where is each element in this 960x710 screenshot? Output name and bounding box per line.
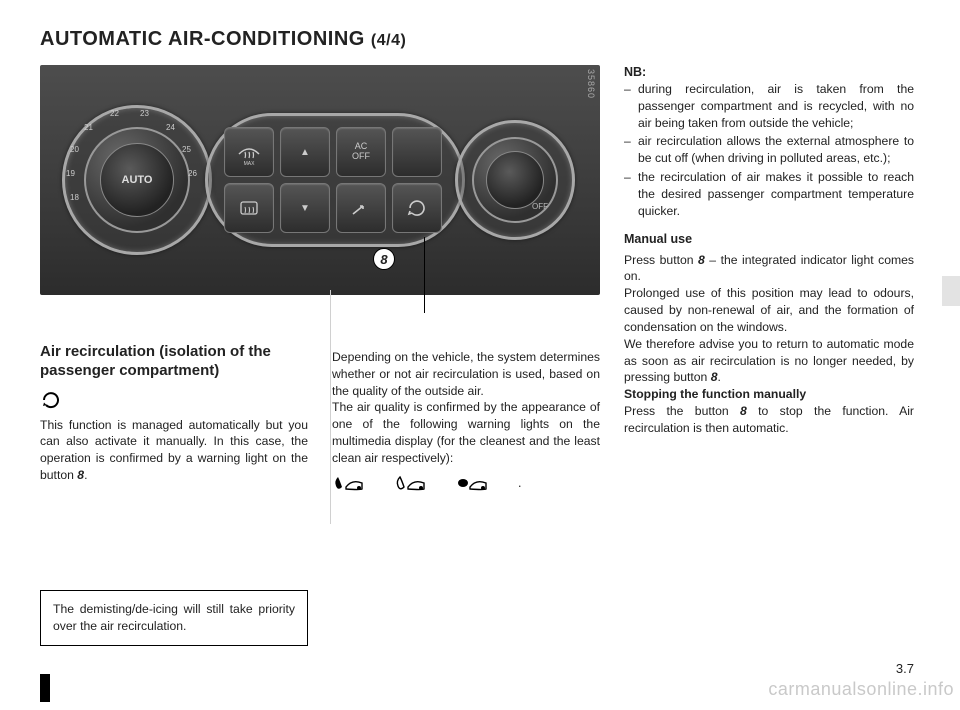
- ac-off-button: AC OFF: [336, 127, 386, 177]
- stop-function-heading: Stopping the function manually: [624, 387, 806, 401]
- title-main: AUTOMATIC AIR-CONDITIONING: [40, 28, 365, 50]
- climate-control-panel-image: 35860 AUTO 18 19 20 21 22 23 24 25 26: [40, 65, 600, 295]
- temperature-dial: AUTO: [84, 127, 190, 233]
- callout-number-8: 8: [373, 248, 395, 270]
- rear-defrost-button: [224, 183, 274, 233]
- callout-leader-line: [424, 237, 425, 313]
- temp-mark: 22: [110, 109, 119, 118]
- nb-item: during recirculation, air is taken from …: [624, 81, 914, 131]
- recirculation-symbol-icon: [40, 389, 62, 411]
- side-grey-tab: [942, 276, 960, 306]
- subsection-middle: Depending on the vehicle, the system det…: [332, 343, 600, 493]
- icons-trailing-dot: .: [518, 476, 521, 490]
- temp-mark: 19: [66, 169, 75, 178]
- temp-down-button: ▼: [280, 183, 330, 233]
- manual-paragraph-1: Press button 8 – the integrated indica­t…: [624, 252, 914, 286]
- center-button-grid: MAX ▲ AC OFF ▼: [224, 127, 442, 233]
- air-quality-medium-icon: [394, 473, 428, 493]
- blank-button: [392, 127, 442, 177]
- mid-paragraph-a: Depending on the vehicle, the system det…: [332, 349, 600, 399]
- image-ref-number: 35860: [586, 69, 596, 99]
- temp-mark: 26: [188, 169, 197, 178]
- left-column: 35860 AUTO 18 19 20 21 22 23 24 25 26: [40, 65, 600, 493]
- nb-list: during recirculation, air is taken from …: [624, 81, 914, 220]
- air-quality-clean-icon: [332, 473, 366, 493]
- column-divider: [330, 290, 331, 524]
- airflow-direction-button: [336, 183, 386, 233]
- priority-note-box: The demisting/de-icing will still take p…: [40, 590, 308, 646]
- title-sub: (4/4): [371, 32, 406, 49]
- manual-paragraph-2: Prolonged use of this position may lead …: [624, 285, 914, 335]
- temp-mark: 25: [182, 145, 191, 154]
- air-quality-polluted-icon: [456, 473, 490, 493]
- page-title: AUTOMATIC AIR-CONDITIONING (4/4): [40, 28, 920, 51]
- section-paragraph: This function is managed automatically b…: [40, 417, 308, 484]
- nb-item: the recirculation of air makes it pos­si…: [624, 169, 914, 219]
- windshield-defrost-icon: MAX: [235, 138, 263, 166]
- rear-defrost-icon: [236, 195, 262, 221]
- stop-function-block: Stopping the function manually Press the…: [624, 386, 914, 436]
- watermark-text: carmanualsonline.info: [768, 679, 954, 700]
- temp-mark: 18: [70, 193, 79, 202]
- temp-up-button: ▲: [280, 127, 330, 177]
- fan-off-label: OFF: [532, 202, 548, 211]
- mid-paragraph-b: The air quality is confirmed by the ap­p…: [332, 399, 600, 466]
- airflow-icon: [349, 196, 373, 220]
- manual-page: AUTOMATIC AIR-CONDITIONING (4/4) 35860 A…: [0, 0, 960, 710]
- air-quality-icons-row: .: [332, 473, 600, 493]
- right-column: NB: during recirculation, air is taken f…: [624, 65, 914, 493]
- section-heading: Air recirculation (isolation of the pass…: [40, 343, 308, 381]
- svg-text:MAX: MAX: [244, 161, 256, 166]
- fan-speed-dial: OFF: [472, 137, 558, 223]
- nb-item: air recirculation allows the external at…: [624, 133, 914, 167]
- temp-mark: 23: [140, 109, 149, 118]
- footer-black-tab: [40, 674, 50, 702]
- page-number: 3.7: [896, 661, 914, 676]
- defrost-max-button: MAX: [224, 127, 274, 177]
- temp-mark: 20: [70, 145, 79, 154]
- auto-label: AUTO: [122, 174, 153, 186]
- temp-mark: 24: [166, 123, 175, 132]
- recirculation-icon: [406, 197, 428, 219]
- content-columns: 35860 AUTO 18 19 20 21 22 23 24 25 26: [40, 65, 920, 493]
- under-panel-columns: Air recirculation (isolation of the pass…: [40, 343, 600, 493]
- subsection-left: Air recirculation (isolation of the pass…: [40, 343, 308, 493]
- nb-heading: NB:: [624, 65, 914, 79]
- manual-paragraph-3: We therefore advise you to return to au­…: [624, 336, 914, 386]
- manual-use-heading: Manual use: [624, 232, 914, 246]
- temp-mark: 21: [84, 123, 93, 132]
- recirculation-button: [392, 183, 442, 233]
